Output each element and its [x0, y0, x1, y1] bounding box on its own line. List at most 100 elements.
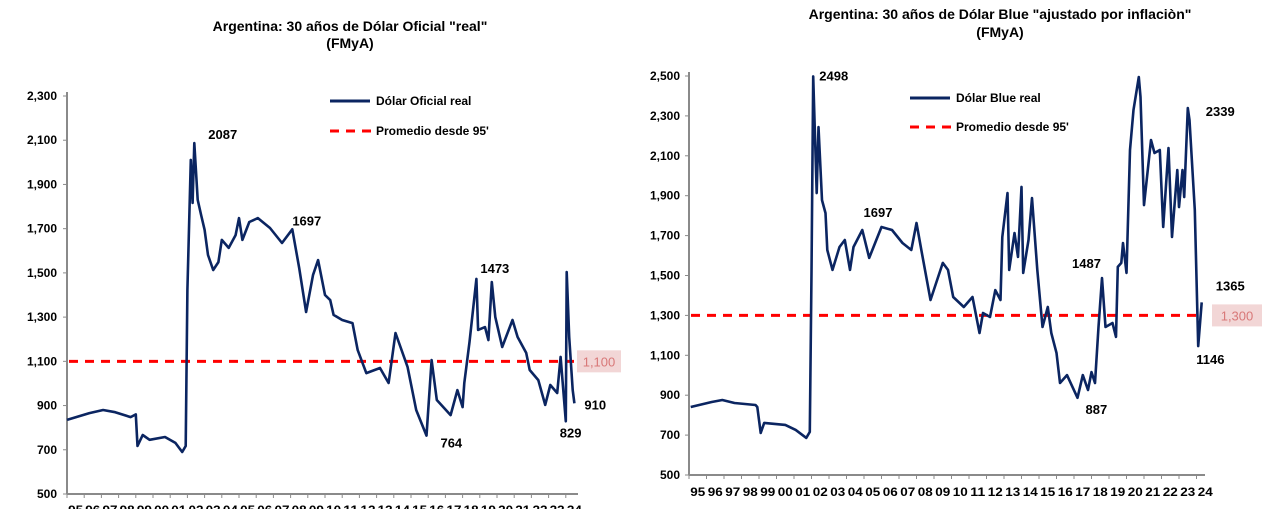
- x-tick-label: 00: [154, 503, 169, 509]
- data-label: 1697: [292, 213, 321, 228]
- x-tick-label: 03: [830, 485, 845, 499]
- data-label: 2498: [819, 68, 848, 83]
- y-tick-label: 2,300: [650, 109, 680, 123]
- x-tick-label: 96: [708, 485, 723, 499]
- average-badge-label: 1,300: [1221, 308, 1254, 323]
- data-label: 1473: [480, 261, 509, 276]
- data-label: 1487: [1072, 256, 1101, 271]
- y-tick-label: 2,500: [650, 69, 680, 83]
- x-tick-label: 20: [1128, 485, 1143, 499]
- x-tick-label: 15: [1040, 485, 1055, 499]
- y-tick-label: 1,300: [650, 308, 680, 322]
- x-tick-label: 04: [223, 503, 238, 509]
- x-tick-label: 24: [1198, 485, 1213, 499]
- data-label: 2339: [1206, 104, 1235, 119]
- x-tick-label: 97: [103, 503, 118, 509]
- x-tick-label: 21: [1145, 485, 1160, 499]
- chart-2: Argentina: 30 años de Dólar Blue "ajusta…: [650, 6, 1262, 499]
- x-tick-label: 13: [378, 503, 393, 509]
- x-tick-label: 05: [240, 503, 255, 509]
- x-tick-label: 02: [189, 503, 204, 509]
- x-tick-label: 14: [395, 503, 410, 509]
- x-tick-label: 13: [1005, 485, 1020, 499]
- y-tick-label: 1,100: [27, 354, 57, 368]
- x-tick-label: 12: [361, 503, 376, 509]
- y-tick-label: 1,500: [650, 269, 680, 283]
- data-label: 764: [440, 436, 462, 451]
- y-tick-label: 1,900: [27, 177, 57, 191]
- x-tick-label: 17: [1075, 485, 1090, 499]
- x-tick-label: 07: [900, 485, 915, 499]
- chart-subtitle: (FMyA): [976, 24, 1023, 40]
- data-label: 910: [584, 397, 606, 412]
- chart-title: Argentina: 30 años de Dólar Blue "ajusta…: [809, 6, 1192, 22]
- data-label: 1365: [1216, 278, 1245, 293]
- x-tick-label: 21: [515, 503, 530, 509]
- y-tick-label: 500: [37, 487, 57, 501]
- legend-label: Dólar Oficial real: [376, 94, 471, 108]
- y-tick-label: 500: [660, 468, 680, 482]
- chart-subtitle: (FMyA): [326, 35, 373, 51]
- x-tick-label: 98: [120, 503, 135, 509]
- x-tick-label: 22: [533, 503, 548, 509]
- x-tick-label: 11: [343, 503, 358, 509]
- x-tick-label: 23: [1180, 485, 1195, 499]
- chart-1: Argentina: 30 años de Dólar Oficial "rea…: [27, 18, 621, 509]
- x-tick-label: 99: [760, 485, 775, 499]
- x-tick-label: 00: [778, 485, 793, 499]
- x-tick-label: 19: [1110, 485, 1125, 499]
- x-tick-label: 06: [257, 503, 272, 509]
- data-label: 1146: [1196, 352, 1224, 367]
- x-tick-label: 97: [725, 485, 740, 499]
- y-tick-label: 900: [660, 388, 680, 402]
- x-tick-label: 16: [1058, 485, 1073, 499]
- x-tick-label: 06: [883, 485, 898, 499]
- y-tick-label: 1,700: [27, 222, 57, 236]
- x-tick-label: 19: [481, 503, 496, 509]
- x-tick-label: 12: [988, 485, 1003, 499]
- x-tick-label: 08: [918, 485, 933, 499]
- data-label: 2087: [208, 127, 237, 142]
- x-tick-label: 14: [1023, 485, 1038, 499]
- x-tick-label: 16: [429, 503, 444, 509]
- x-tick-label: 08: [292, 503, 307, 509]
- x-tick-label: 15: [412, 503, 427, 509]
- x-tick-label: 02: [813, 485, 828, 499]
- average-badge-label: 1,100: [583, 354, 616, 369]
- y-tick-label: 1,900: [650, 189, 680, 203]
- legend-label: Promedio desde 95': [956, 120, 1069, 134]
- x-tick-label: 22: [1163, 485, 1178, 499]
- y-tick-label: 2,100: [650, 149, 680, 163]
- x-tick-label: 05: [865, 485, 880, 499]
- x-tick-label: 18: [464, 503, 479, 509]
- x-tick-label: 11: [970, 485, 985, 499]
- x-tick-label: 18: [1093, 485, 1108, 499]
- x-tick-label: 99: [137, 503, 152, 509]
- y-tick-label: 2,100: [27, 133, 57, 147]
- x-tick-label: 01: [795, 485, 810, 499]
- x-tick-label: 07: [275, 503, 290, 509]
- x-tick-label: 10: [953, 485, 968, 499]
- x-tick-label: 95: [690, 485, 705, 499]
- x-tick-label: 96: [85, 503, 100, 509]
- average-badge: [577, 350, 621, 373]
- y-tick-label: 1,100: [650, 348, 680, 362]
- x-tick-label: 09: [309, 503, 324, 509]
- series-line-dolar-oficial: [66, 141, 576, 454]
- x-tick-label: 23: [550, 503, 565, 509]
- x-tick-label: 09: [935, 485, 950, 499]
- data-label: 1697: [864, 205, 893, 220]
- series-line-dolar-blue: [690, 75, 1203, 440]
- x-tick-label: 20: [498, 503, 513, 509]
- x-tick-label: 95: [68, 503, 83, 509]
- y-tick-label: 1,300: [27, 310, 57, 324]
- chart-title: Argentina: 30 años de Dólar Oficial "rea…: [213, 18, 488, 34]
- x-tick-label: 17: [447, 503, 462, 509]
- x-tick-label: 04: [848, 485, 863, 499]
- x-tick-label: 24: [567, 503, 582, 509]
- y-tick-label: 900: [37, 399, 57, 413]
- legend-label: Dólar Blue real: [956, 91, 1041, 105]
- y-tick-label: 700: [660, 428, 680, 442]
- x-tick-label: 10: [326, 503, 341, 509]
